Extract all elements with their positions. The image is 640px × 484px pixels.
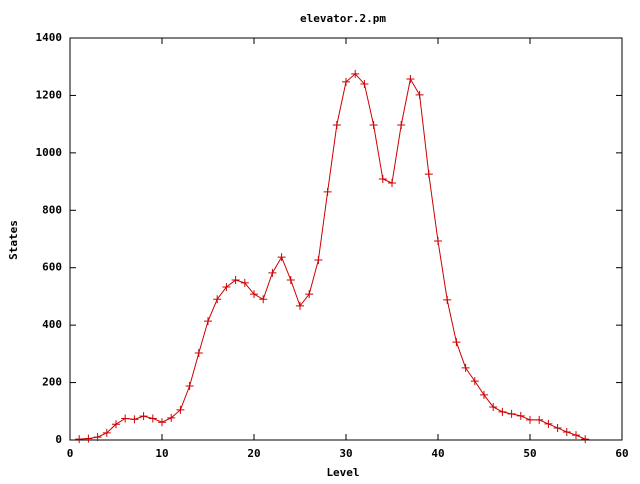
data-point — [332, 121, 341, 130]
data-point — [259, 295, 268, 304]
data-point — [93, 433, 102, 442]
data-point — [378, 174, 387, 183]
x-tick-label: 0 — [67, 447, 74, 460]
data-point — [498, 407, 507, 416]
y-tick-label: 200 — [42, 376, 62, 389]
data-point — [240, 278, 249, 287]
data-point — [443, 295, 452, 304]
x-tick-label: 60 — [615, 447, 628, 460]
data-point — [406, 75, 415, 84]
y-axis-label: States — [7, 220, 20, 260]
data-point — [351, 69, 360, 78]
data-point — [516, 411, 525, 420]
data-point — [526, 415, 534, 424]
data-point — [121, 414, 130, 423]
data-point — [102, 428, 111, 437]
x-axis-label: Level — [326, 466, 359, 479]
data-point — [562, 427, 571, 436]
data-point — [461, 363, 470, 372]
x-tick-label: 50 — [523, 447, 536, 460]
y-tick-label: 1000 — [36, 146, 63, 159]
data-point — [75, 435, 84, 444]
x-tick-label: 40 — [431, 447, 444, 460]
data-point — [204, 317, 212, 326]
data-point — [507, 409, 516, 418]
x-tick-label: 10 — [155, 447, 168, 460]
data-point — [397, 121, 406, 130]
y-tick-label: 1200 — [36, 88, 63, 101]
data-point — [424, 170, 433, 179]
data-point — [277, 253, 286, 262]
data-point — [222, 282, 231, 291]
data-point — [296, 301, 304, 310]
data-point — [415, 90, 424, 99]
data-point — [112, 420, 120, 429]
data-point — [572, 431, 580, 440]
data-point — [470, 377, 479, 386]
data-point — [434, 237, 442, 246]
data-point — [535, 415, 544, 424]
x-tick-label: 20 — [247, 447, 260, 460]
data-point — [139, 412, 148, 421]
data-point — [369, 121, 378, 130]
data-line — [79, 73, 586, 440]
data-point — [194, 348, 203, 357]
y-tick-label: 800 — [42, 203, 62, 216]
data-point — [167, 413, 176, 422]
y-tick-label: 600 — [42, 261, 62, 274]
data-point — [553, 423, 562, 432]
y-tick-label: 1400 — [36, 31, 63, 44]
data-point — [388, 179, 396, 188]
data-point — [130, 415, 139, 424]
data-point — [581, 435, 590, 444]
plot-border — [69, 37, 623, 441]
data-point — [231, 276, 240, 285]
data-point — [213, 295, 222, 304]
data-point — [286, 276, 295, 285]
y-tick-label: 400 — [42, 318, 62, 331]
data-point — [360, 79, 369, 88]
y-tick-label: 0 — [55, 433, 62, 446]
data-point — [84, 434, 93, 443]
chart-title: elevator.2.pm — [300, 12, 386, 25]
data-point — [268, 268, 277, 277]
data-point — [250, 290, 258, 299]
data-point — [176, 405, 185, 414]
data-point — [185, 382, 194, 391]
data-point — [544, 419, 553, 428]
data-point — [323, 187, 332, 196]
data-point — [489, 402, 498, 411]
data-point — [480, 390, 488, 399]
x-tick-label: 30 — [339, 447, 352, 460]
data-point — [314, 255, 323, 264]
data-point — [305, 290, 314, 299]
data-point — [342, 77, 350, 86]
data-point — [148, 414, 157, 423]
data-point — [452, 338, 461, 347]
data-point — [158, 418, 166, 427]
